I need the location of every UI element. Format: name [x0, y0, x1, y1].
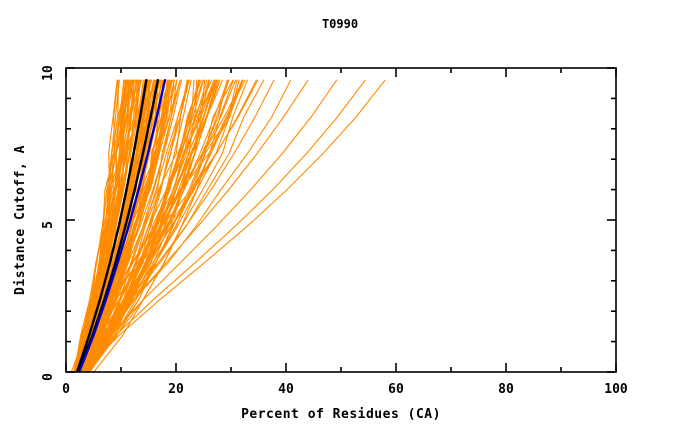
chart-title: T0990 — [322, 17, 358, 31]
model-curve — [77, 79, 243, 372]
model-curve — [78, 79, 292, 372]
curves-clip-group — [70, 78, 386, 372]
model-curve — [78, 79, 275, 372]
model-curve — [80, 79, 338, 372]
reference-curve-black — [76, 78, 160, 372]
model-curve — [93, 79, 248, 372]
model-curve — [74, 79, 118, 372]
model-curve — [75, 79, 131, 372]
model-curve — [79, 79, 309, 372]
x-axis-tick-labels: 0 20 40 60 80 100 — [62, 382, 628, 397]
model-curve — [79, 79, 168, 372]
model-curve — [73, 79, 129, 372]
model-curve — [81, 79, 366, 372]
reference-curve-blue — [78, 78, 167, 372]
y-axis-tick-labels: 0 5 10 — [41, 65, 56, 381]
x-tick-label: 60 — [388, 382, 404, 397]
x-tick-label: 80 — [498, 382, 514, 397]
y-tick-label: 5 — [41, 221, 56, 229]
model-curve — [76, 79, 240, 372]
x-tick-label: 100 — [604, 382, 628, 397]
reference-curve-black — [75, 78, 148, 372]
model-curve — [83, 79, 228, 372]
model-curve — [83, 79, 386, 372]
x-tick-label: 20 — [168, 382, 184, 397]
data-curves-layer — [70, 78, 386, 372]
y-tick-label: 10 — [41, 65, 56, 81]
x-axis-ticks — [65, 68, 617, 372]
y-axis-label: Distance Cutoff, A — [13, 145, 28, 295]
y-axis-ticks — [66, 67, 616, 373]
model-curve — [76, 79, 257, 372]
x-axis-label: Percent of Residues (CA) — [241, 407, 441, 422]
model-curve — [84, 79, 246, 372]
y-tick-label: 0 — [41, 373, 56, 381]
x-tick-label: 40 — [278, 382, 294, 397]
model-curve — [86, 79, 234, 372]
x-tick-label: 0 — [62, 382, 70, 397]
